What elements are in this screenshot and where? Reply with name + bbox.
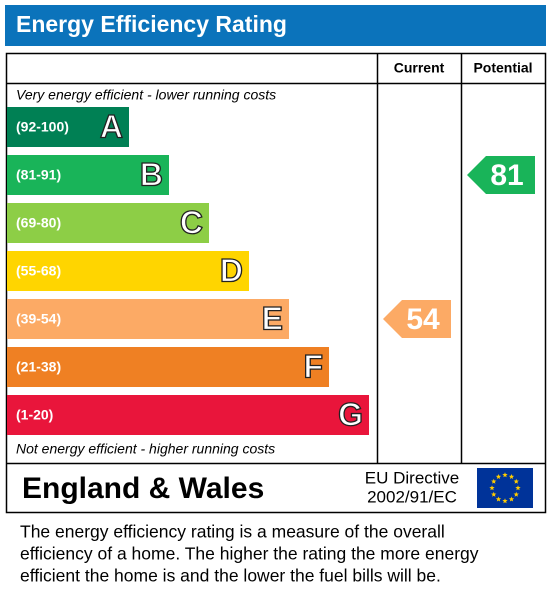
band-range: (1-20) [16, 407, 53, 423]
directive: 2002/91/EC [367, 487, 457, 506]
column-header: Current [394, 60, 445, 76]
star [513, 491, 519, 497]
star [489, 485, 495, 491]
rating-arrow [383, 300, 451, 338]
top-note: Very energy efficient - lower running co… [16, 87, 276, 103]
title-bar [5, 5, 546, 46]
description: efficiency of a home. The higher the rat… [20, 544, 479, 564]
star [495, 496, 502, 502]
band [7, 299, 289, 339]
band-range: (81-91) [16, 167, 61, 183]
band-range: (69-80) [16, 215, 61, 231]
band [7, 107, 129, 147]
star [515, 485, 521, 491]
directive: EU Directive [365, 468, 459, 487]
band-range: (55-68) [16, 263, 61, 279]
band [7, 395, 369, 435]
band-letter: A [100, 108, 123, 144]
star [513, 478, 519, 484]
description: efficient the home is and the lower the … [20, 566, 441, 586]
frame [5, 52, 547, 514]
star [491, 491, 497, 497]
band-letter: B [140, 156, 163, 192]
star [508, 496, 515, 502]
star [491, 478, 497, 484]
band-range: (92-100) [16, 119, 69, 135]
band [7, 203, 209, 243]
band-letter: G [338, 396, 363, 432]
band-range: (39-54) [16, 311, 61, 327]
rating-value: 81 [490, 159, 523, 192]
star [502, 472, 508, 478]
description: The energy efficiency rating is a measur… [20, 522, 445, 542]
star [508, 473, 515, 480]
eu-flag [477, 468, 533, 508]
band-letter: D [220, 252, 243, 288]
rating-value: 54 [406, 303, 440, 336]
band-letter: C [180, 204, 203, 240]
star [502, 498, 508, 504]
band [7, 251, 249, 291]
bottom-note: Not energy efficient - higher running co… [16, 441, 275, 457]
rating-arrow [467, 156, 535, 194]
band-range: (21-38) [16, 359, 61, 375]
title: Energy Efficiency Rating [16, 11, 287, 37]
band [7, 155, 169, 195]
star [495, 473, 502, 480]
band [7, 347, 329, 387]
column-header: Potential [473, 60, 532, 76]
band-letter: E [262, 300, 283, 336]
band-letter: F [303, 348, 323, 384]
region: England & Wales [22, 472, 264, 505]
